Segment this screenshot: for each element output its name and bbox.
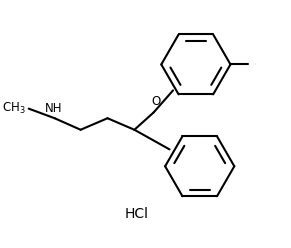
Text: HCl: HCl <box>124 207 148 221</box>
Text: CH$_3$: CH$_3$ <box>2 101 26 116</box>
Text: O: O <box>151 95 160 108</box>
Text: NH: NH <box>45 102 63 115</box>
